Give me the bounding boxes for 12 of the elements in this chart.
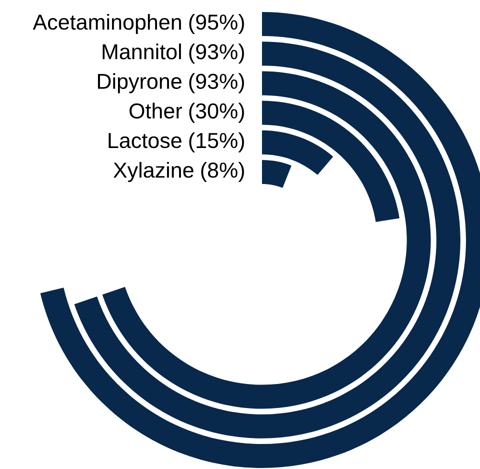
category-label: Dipyrone: [98, 73, 182, 94]
data-label: (93%): [189, 73, 244, 94]
data-label: (93%): [189, 44, 244, 64]
category-label: Other: [130, 102, 182, 119]
category-label: Lactose: [108, 133, 182, 148]
category-label: Mannitol: [102, 44, 181, 60]
data-label: (30%): [189, 102, 244, 123]
category-label: Xylazine: [113, 162, 194, 182]
data-label: (95%): [189, 14, 244, 34]
data-label: (15%): [189, 132, 244, 152]
data-label: (8%): [201, 162, 244, 182]
category-label: Acetaminophen: [32, 14, 181, 34]
